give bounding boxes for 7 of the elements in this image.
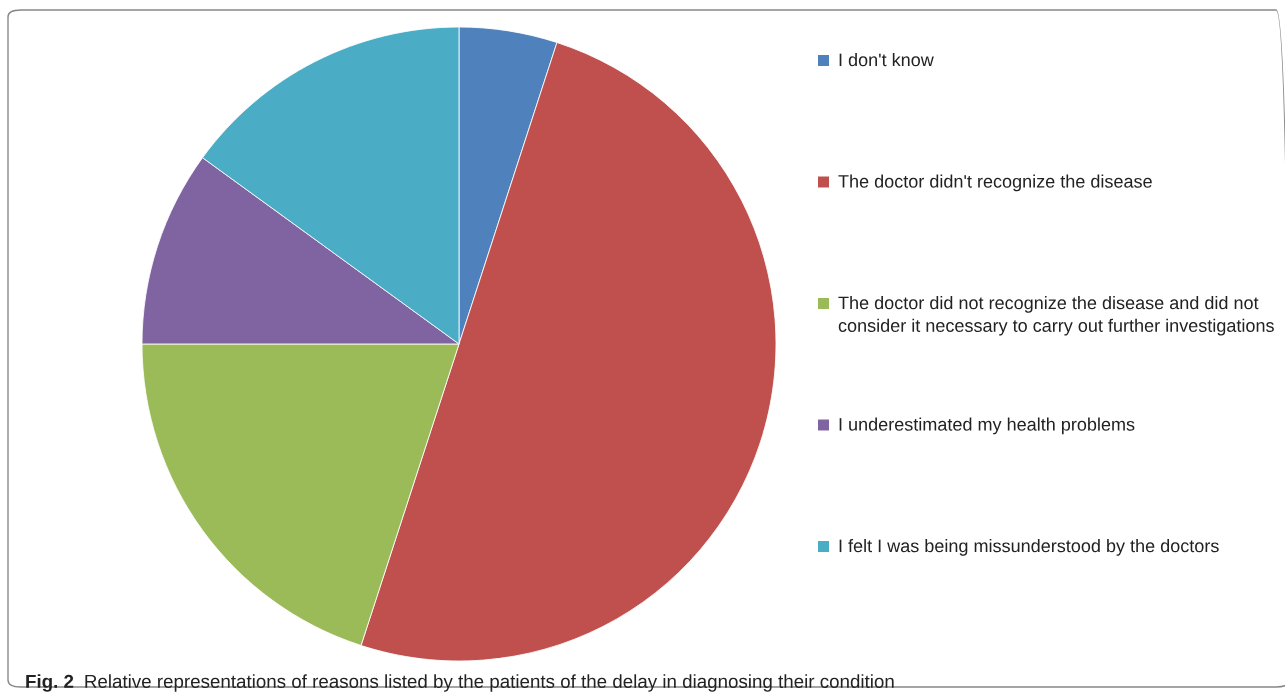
legend-label: I underestimated my health problems — [839, 417, 1135, 435]
legend-label: I don't know — [839, 53, 934, 67]
legend-label: The doctor didn't recognize the disease — [838, 174, 1152, 192]
legend-label: I felt I was being missunderstood by the doctors — [839, 539, 1219, 556]
legend-label: The doctor did not recognize the disease and did not consider it necessary to carry out further investigations — [838, 296, 1274, 336]
text: Relative representations of reasons listed by the patients of the delay in diagnosing their condition — [85, 674, 894, 692]
caption: Fig. 2 — [26, 674, 74, 692]
